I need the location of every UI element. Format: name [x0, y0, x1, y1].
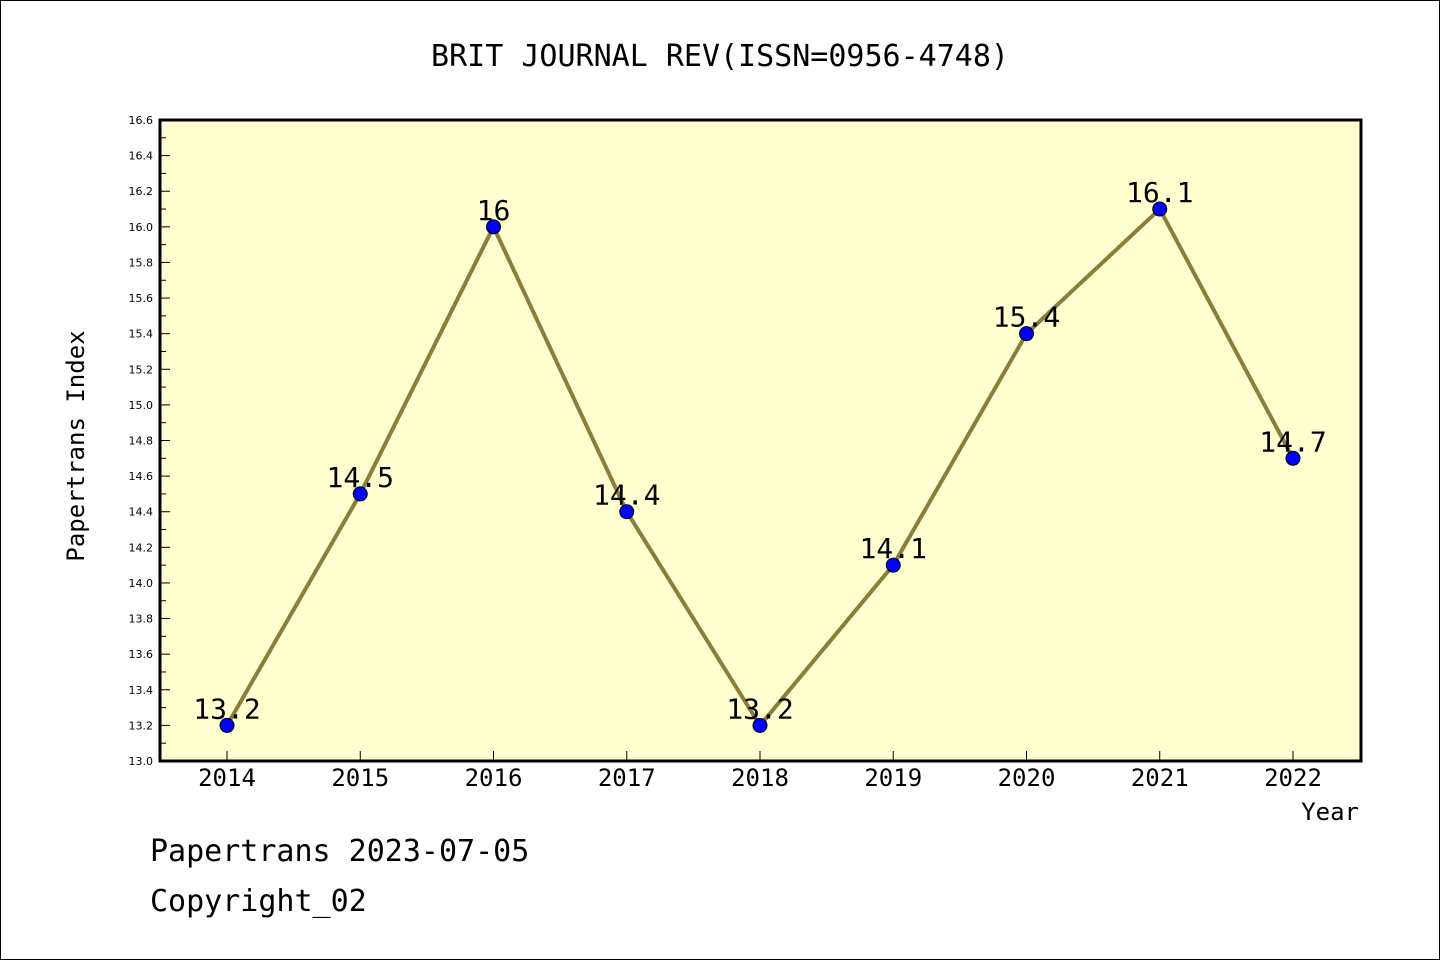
y-tick-label: 13.8 [129, 613, 154, 626]
data-label: 15.4 [993, 301, 1060, 334]
x-tick-label: 2019 [864, 764, 922, 792]
plot-border [158, 118, 1363, 763]
data-point [1285, 450, 1301, 466]
x-tick-label: 2021 [1131, 764, 1189, 792]
y-tick-label: 15.2 [129, 363, 154, 376]
data-label: 14.5 [327, 461, 394, 494]
y-tick-label: 14.4 [129, 506, 154, 519]
data-point [752, 717, 768, 733]
x-tick-label: 2022 [1264, 764, 1322, 792]
data-point [1019, 326, 1034, 342]
y-tick-label: 14.0 [129, 577, 154, 590]
plot-area [160, 120, 1361, 761]
y-tick-label: 13.6 [129, 648, 154, 661]
data-markers [219, 201, 1301, 733]
data-label: 14.4 [593, 479, 660, 512]
x-tick-label: 2018 [731, 764, 789, 792]
y-tick-label: 13.4 [129, 684, 154, 697]
y-tick-label: 13.0 [129, 755, 154, 768]
data-point [1152, 201, 1168, 217]
y-tick-label: 14.2 [129, 541, 154, 554]
y-tick-label: 16.4 [129, 150, 154, 163]
x-axis-title: Year [1301, 798, 1359, 826]
y-tick-label: 16.6 [129, 114, 154, 127]
chart-title: BRIT JOURNAL REV(ISSN=0956-4748) [431, 39, 1009, 74]
y-tick-label: 14.8 [129, 435, 154, 448]
x-tick-label: 2015 [331, 764, 389, 792]
y-tick-label: 14.6 [129, 470, 154, 483]
x-tick-label: 2017 [598, 764, 656, 792]
data-point [486, 219, 501, 235]
x-tick-label: 2014 [198, 764, 256, 792]
y-tick-label: 15.6 [129, 292, 154, 305]
y-tick-label: 15.4 [129, 328, 154, 341]
y-axis-title: Papertrans Index [62, 330, 90, 561]
data-point [352, 486, 368, 502]
y-tick-label: 16.0 [129, 221, 154, 234]
footer-date: Papertrans 2023-07-05 [150, 834, 530, 869]
data-label: 14.7 [1259, 425, 1326, 458]
data-point [885, 557, 901, 573]
data-label: 14.1 [860, 532, 927, 565]
data-point [619, 504, 635, 520]
y-tick-label: 15.8 [129, 256, 154, 269]
data-label: 16 [477, 194, 511, 227]
y-tick-label: 13.2 [129, 719, 154, 732]
y-axis: 13.0 13.2 13.4 13.6 13.8 14.0 14.2 14.4 14.6 14.8… [129, 114, 170, 768]
data-labels: 13.2 14.5 16 14.4 13.2 14.1 15.4 16.1 14.7 [193, 176, 1326, 725]
y-tick-label: 16.2 [129, 185, 154, 198]
x-tick-label: 2016 [465, 764, 523, 792]
footer-copyright: Copyright_02 [150, 884, 367, 919]
data-point [219, 717, 235, 733]
x-tick-label: 2020 [998, 764, 1056, 792]
data-label: 13.2 [193, 692, 260, 725]
x-axis: 2014 2015 2016 2017 2018 2019 2020 2021 2022 [198, 751, 1322, 792]
data-label: 16.1 [1126, 176, 1193, 209]
data-label: 13.2 [726, 692, 793, 725]
y-tick-label: 15.0 [129, 399, 154, 412]
